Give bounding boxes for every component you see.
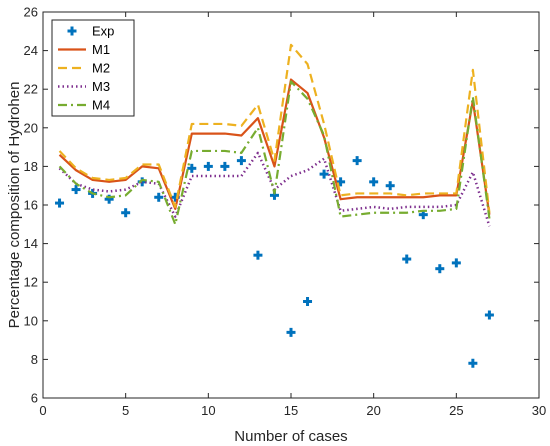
series-exp-point [220, 161, 230, 171]
legend-m2-label: M2 [92, 61, 110, 76]
legend-m4-label: M4 [92, 98, 110, 113]
series-exp-point [71, 185, 81, 195]
series-exp-point [55, 198, 65, 208]
series-exp-point [468, 358, 478, 368]
legend-m3-entry: M3 [58, 79, 110, 94]
y-tick-label: 8 [31, 352, 38, 367]
x-tick-label: 25 [449, 403, 463, 418]
ticks-layer: 0 5 10 15 20 25 30 6 8 10 12 14 16 18 20 22 24 26 [24, 5, 547, 419]
y-tick-label: 18 [24, 159, 38, 174]
y-tick-label: 6 [31, 391, 38, 406]
x-tick-label: 15 [284, 403, 298, 418]
series-exp-point [336, 177, 346, 187]
series-m1-line [58, 78, 491, 215]
series-exp-point [187, 163, 197, 173]
series-exp-points [55, 156, 494, 368]
series-exp-point [154, 192, 164, 202]
series-layer [55, 43, 494, 368]
series-m2-line [58, 43, 491, 213]
legend-m1-entry: M1 [58, 42, 110, 57]
x-tick-label: 5 [122, 403, 129, 418]
series-exp-point [435, 264, 445, 274]
legend-m1-label: M1 [92, 42, 110, 57]
y-tick-label: 16 [24, 198, 38, 213]
y-tick-label: 10 [24, 313, 38, 328]
series-exp-point [352, 156, 362, 166]
y-tick-label: 12 [24, 275, 38, 290]
legend-m2-entry: M2 [58, 61, 110, 76]
y-tick-label: 24 [24, 43, 38, 58]
legend: Exp M1 M2 M3 M4 [51, 19, 135, 117]
series-exp-point [121, 208, 131, 218]
y-tick-label: 26 [24, 5, 38, 20]
legend-exp-label: Exp [92, 24, 114, 39]
y-tick-label: 20 [24, 120, 38, 135]
series-exp-point [385, 181, 395, 191]
y-tick-label: 22 [24, 82, 38, 97]
series-exp-point [236, 156, 246, 166]
series-exp-point [253, 250, 263, 260]
series-exp-point [402, 254, 412, 264]
y-tick-label: 14 [24, 236, 38, 251]
y-axis-label: Percentage composition of Hydrohen [6, 82, 23, 329]
x-tick-label: 20 [366, 403, 380, 418]
x-tick-label: 0 [39, 403, 46, 418]
series-exp-point [203, 161, 213, 171]
x-axis-label: Number of cases [234, 428, 347, 445]
x-tick-label: 10 [201, 403, 215, 418]
x-tick-label: 30 [532, 403, 546, 418]
series-exp-point [451, 258, 461, 268]
legend-exp-entry: Exp [67, 24, 114, 39]
series-exp-point [484, 310, 494, 320]
legend-m4-entry: M4 [58, 98, 110, 113]
legend-exp-symbol [67, 26, 77, 36]
series-exp-point [303, 297, 313, 306]
series-exp-point [319, 169, 329, 179]
series-exp-point [369, 177, 379, 187]
series-m4-line [58, 80, 491, 226]
series-exp-point [286, 327, 296, 337]
legend-m3-label: M3 [92, 79, 110, 94]
